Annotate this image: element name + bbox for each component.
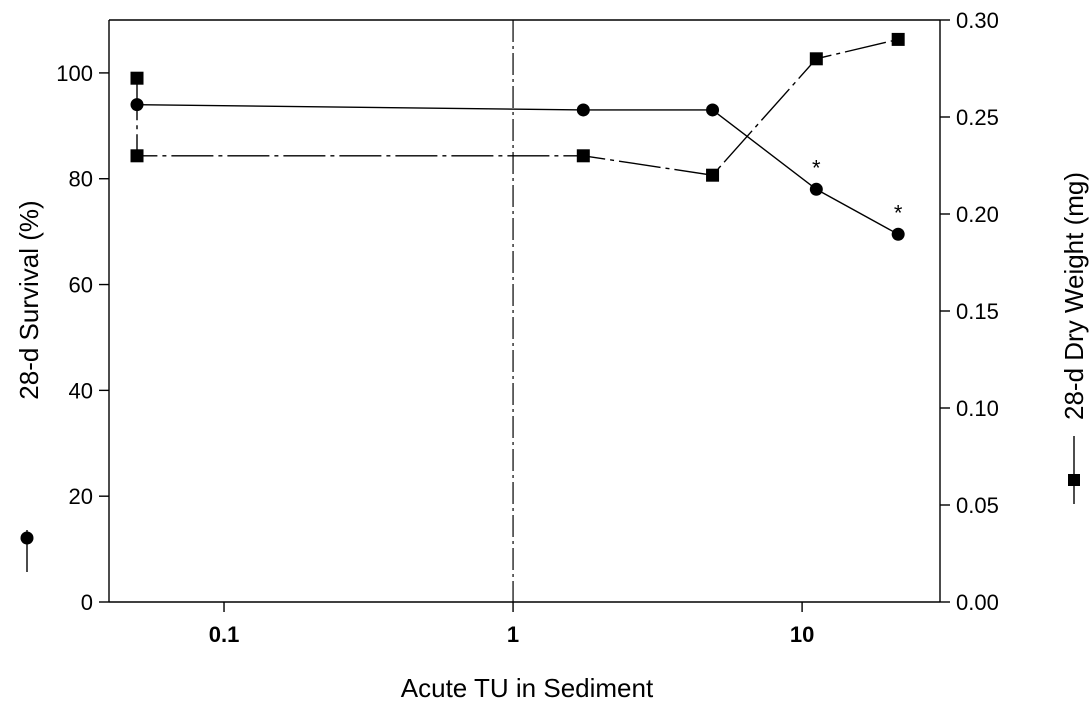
x-tick-label: 1 [507, 622, 519, 647]
left-axis-title-group: 28-d Survival (%) [14, 200, 44, 399]
annotations: ** [812, 155, 903, 225]
x-axis: 0.1 1 10 [209, 602, 814, 647]
right-legend-square-marker [1068, 474, 1080, 486]
survival-point [706, 103, 720, 117]
plot-frame [108, 19, 941, 603]
right-axis-title: 28-d Dry Weight (mg) [1059, 172, 1089, 420]
left-axis-title: 28-d Survival (%) [14, 200, 44, 399]
left-y-tick-label: 100 [56, 61, 93, 86]
left-legend-circle-marker [20, 531, 34, 545]
dry-weight-point [891, 32, 905, 46]
left-y-tick-label: 60 [69, 273, 93, 298]
x-tick-label: 0.1 [209, 622, 240, 647]
survival-point [809, 182, 823, 196]
right-y-tick-label: 0.15 [956, 299, 999, 324]
series-markers [130, 32, 905, 241]
dry-weight-point [706, 168, 720, 182]
right-y-tick-label: 0.20 [956, 202, 999, 227]
survival-line [136, 104, 899, 235]
right-y-tick-label: 0.00 [956, 590, 999, 615]
dry-weight-point [130, 149, 144, 163]
dry-weight-point [576, 149, 590, 163]
x-axis-title: Acute TU in Sediment [401, 673, 654, 703]
right-y-tick-label: 0.05 [956, 493, 999, 518]
left-y-tick-label: 20 [69, 484, 93, 509]
right-y-tick-label: 0.30 [956, 8, 999, 33]
dry-weight-point [130, 71, 144, 85]
right-axis-title-group: 28-d Dry Weight (mg) [1059, 172, 1089, 420]
right-axis-legend-key [1068, 436, 1080, 504]
significance-asterisk: * [812, 155, 821, 180]
left-y-tick-label: 40 [69, 378, 93, 403]
right-y-tick-label: 0.25 [956, 105, 999, 130]
left-y-axis: 0 20 40 60 80 100 [56, 61, 109, 615]
left-axis-legend-key [20, 530, 34, 572]
dry-weight-line [136, 38, 899, 176]
left-y-tick-label: 80 [69, 167, 93, 192]
right-y-axis: 0.00 0.05 0.10 0.15 0.20 0.25 0.30 [940, 8, 999, 615]
right-y-tick-label: 0.10 [956, 396, 999, 421]
significance-asterisk: * [894, 200, 903, 225]
survival-point [130, 98, 144, 112]
survival-point [891, 227, 905, 241]
dry-weight-point [809, 52, 823, 66]
x-tick-label: 10 [790, 622, 814, 647]
survival-point [576, 103, 590, 117]
left-y-tick-label: 0 [81, 590, 93, 615]
series-lines [136, 38, 899, 235]
